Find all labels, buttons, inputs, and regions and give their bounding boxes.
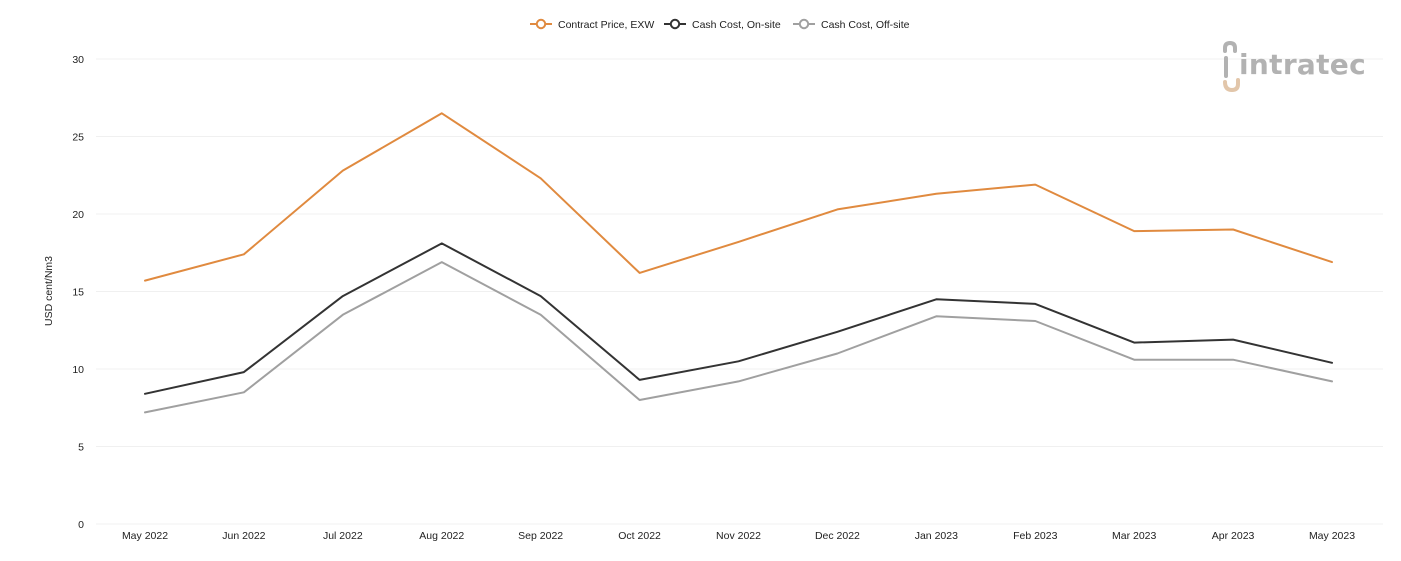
data-point[interactable] — [636, 269, 644, 277]
data-point[interactable] — [339, 167, 347, 175]
data-point[interactable] — [1130, 339, 1138, 347]
series-1 — [141, 109, 1336, 285]
legend-label: Cash Cost, Off-site — [821, 19, 910, 31]
data-point[interactable] — [240, 250, 248, 258]
data-point[interactable] — [735, 238, 743, 246]
data-point[interactable] — [833, 328, 841, 336]
x-axis-ticks: May 2022 Jun 2022 Jul 2022 Aug 2022 Sep 2022… — [122, 530, 1355, 542]
data-point[interactable] — [932, 312, 940, 320]
y-tick-label: 20 — [72, 209, 84, 221]
data-point[interactable] — [636, 396, 644, 404]
data-point[interactable] — [636, 376, 644, 384]
data-point[interactable] — [833, 350, 841, 358]
data-point[interactable] — [1031, 300, 1039, 308]
data-point[interactable] — [141, 390, 149, 398]
series-3 — [141, 258, 1336, 416]
data-point[interactable] — [1328, 258, 1336, 266]
data-point[interactable] — [438, 109, 446, 117]
legend[interactable]: Contract Price, EXW Cash Cost, On-site Cas… — [530, 18, 910, 31]
x-tick-label: Oct 2022 — [618, 530, 661, 542]
data-point[interactable] — [141, 408, 149, 416]
y-tick-label: 30 — [72, 54, 84, 66]
data-point[interactable] — [1328, 377, 1336, 385]
legend-label: Cash Cost, On-site — [692, 19, 781, 31]
legend-swatch-marker — [669, 18, 681, 30]
data-point[interactable] — [438, 239, 446, 247]
data-point[interactable] — [1031, 317, 1039, 325]
y-tick-label: 10 — [72, 364, 84, 376]
data-point[interactable] — [240, 368, 248, 376]
data-point[interactable] — [932, 295, 940, 303]
x-tick-label: Feb 2023 — [1013, 530, 1058, 542]
x-tick-label: Apr 2023 — [1212, 530, 1255, 542]
y-tick-label: 0 — [78, 519, 84, 531]
data-point[interactable] — [537, 174, 545, 182]
data-point[interactable] — [932, 190, 940, 198]
legend-item[interactable]: Contract Price, EXW — [530, 18, 654, 31]
series-2 — [141, 239, 1336, 398]
series-line — [144, 112, 1333, 282]
logo-wordmark: intratec — [1239, 48, 1366, 81]
x-tick-label: May 2023 — [1309, 530, 1355, 542]
data-point[interactable] — [339, 311, 347, 319]
x-tick-label: Jan 2023 — [915, 530, 958, 542]
y-axis-title: USD cent/Nm3 — [43, 256, 55, 326]
data-point[interactable] — [735, 357, 743, 365]
intratec-logo-mark — [1223, 40, 1240, 93]
data-point[interactable] — [1229, 336, 1237, 344]
y-tick-label: 25 — [72, 132, 84, 144]
data-point[interactable] — [537, 311, 545, 319]
legend-label: Contract Price, EXW — [558, 19, 654, 31]
x-tick-label: Jul 2022 — [323, 530, 363, 542]
legend-swatch-marker — [535, 18, 547, 30]
x-tick-label: Mar 2023 — [1112, 530, 1157, 542]
data-point[interactable] — [1229, 356, 1237, 364]
series-line — [144, 261, 1333, 414]
gridlines — [96, 58, 1383, 525]
data-point[interactable] — [141, 277, 149, 285]
data-point[interactable] — [537, 292, 545, 300]
data-point[interactable] — [833, 205, 841, 213]
x-tick-label: May 2022 — [122, 530, 168, 542]
x-tick-label: Aug 2022 — [419, 530, 464, 542]
x-tick-label: Sep 2022 — [518, 530, 563, 542]
intratec-logo: intratec — [1222, 40, 1372, 96]
y-tick-label: 15 — [72, 287, 84, 299]
data-point[interactable] — [438, 258, 446, 266]
y-tick-label: 5 — [78, 442, 84, 454]
data-point[interactable] — [1031, 181, 1039, 189]
data-point[interactable] — [339, 292, 347, 300]
data-point[interactable] — [1328, 359, 1336, 367]
legend-item[interactable]: Cash Cost, On-site — [664, 18, 781, 31]
y-axis-ticks: 0 5 10 15 20 25 30 — [72, 54, 84, 531]
data-point[interactable] — [1130, 227, 1138, 235]
series-line — [144, 242, 1333, 395]
data-point[interactable] — [1130, 356, 1138, 364]
x-tick-label: Nov 2022 — [716, 530, 761, 542]
data-point[interactable] — [1229, 226, 1237, 234]
legend-item[interactable]: Cash Cost, Off-site — [793, 18, 910, 31]
series-lines — [141, 109, 1336, 416]
x-tick-label: Jun 2022 — [222, 530, 265, 542]
data-point[interactable] — [735, 377, 743, 385]
legend-swatch-marker — [798, 18, 810, 30]
x-tick-label: Dec 2022 — [815, 530, 860, 542]
data-point[interactable] — [240, 388, 248, 396]
